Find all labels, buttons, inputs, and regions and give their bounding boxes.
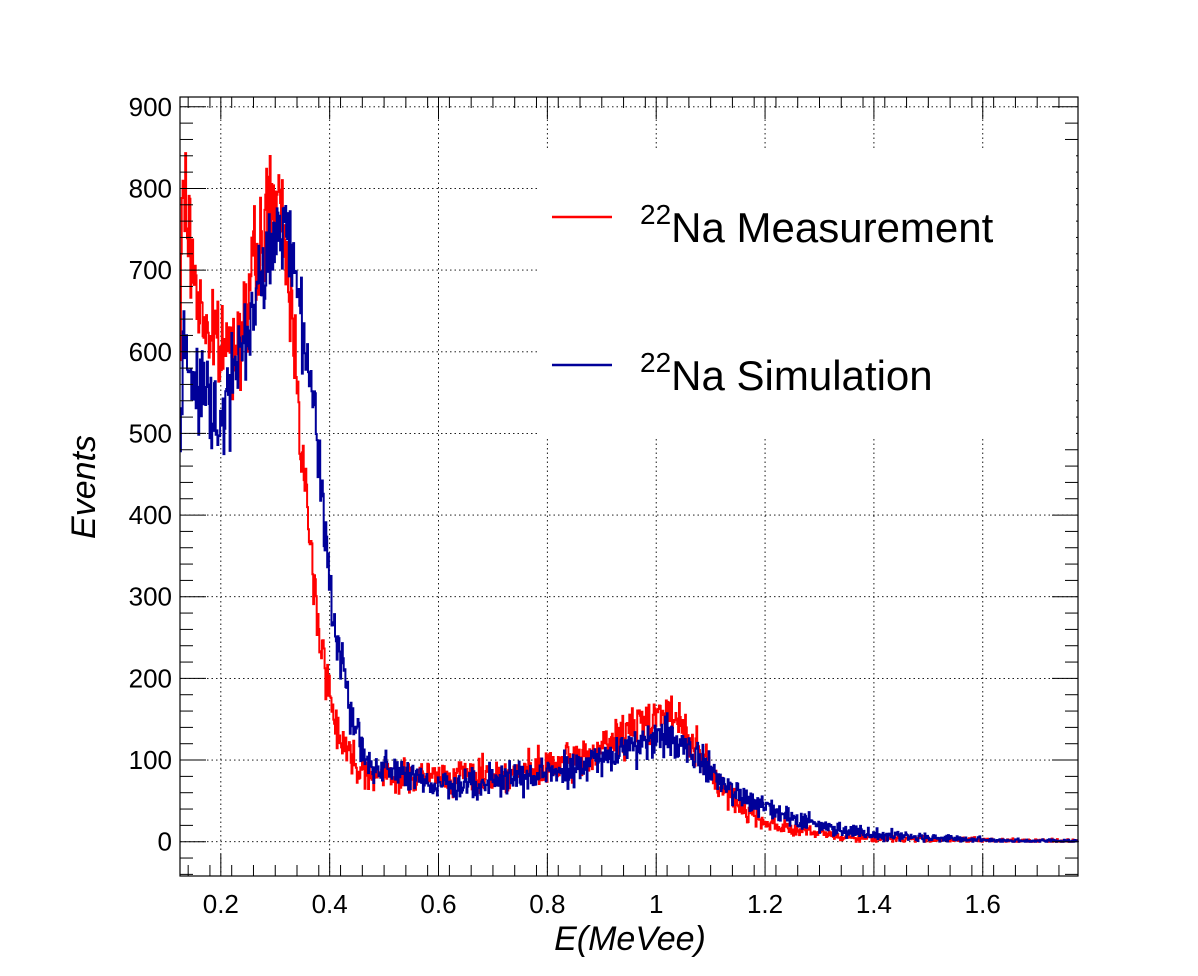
- plot-frame: [179, 96, 1079, 877]
- legend-isotope-superscript: 22: [640, 347, 671, 378]
- x-tick-label: 1.2: [747, 889, 783, 919]
- y-tick-label: 500: [129, 418, 172, 448]
- x-tick-label: 0.8: [529, 889, 565, 919]
- x-tick-label: 1.4: [856, 889, 892, 919]
- tick-labels: 0.2 0.4 0.6 0.8 1 1.2 1.4 1.6 0 100 200 300 400 500 60…: [129, 92, 1001, 919]
- legend-series-name: Na Simulation: [671, 352, 932, 399]
- y-tick-label: 600: [129, 337, 172, 367]
- y-tick-label: 200: [129, 663, 172, 693]
- series-layer: [179, 152, 1079, 843]
- legend-isotope-superscript: 22: [640, 199, 671, 230]
- y-tick-label: 700: [129, 255, 172, 285]
- y-tick-label: 300: [129, 582, 172, 612]
- y-axis-label: Events: [65, 435, 103, 539]
- y-tick-label: 800: [129, 173, 172, 203]
- y-tick-label: 100: [129, 745, 172, 775]
- x-tick-label: 1.6: [965, 889, 1001, 919]
- series-line-measurement: [179, 152, 1079, 843]
- legend-entry: 22Na Measurement: [640, 199, 994, 251]
- y-tick-label: 400: [129, 500, 172, 530]
- y-tick-label: 900: [129, 92, 172, 122]
- series-line-simulation: [179, 205, 1079, 843]
- x-axis-label: E(MeVee): [554, 920, 706, 958]
- x-tick-label: 0.6: [420, 889, 456, 919]
- legend-box: [540, 148, 1076, 436]
- x-tick-label: 0.2: [203, 889, 239, 919]
- legend-series-name: Na Measurement: [671, 204, 993, 251]
- y-tick-label: 0: [158, 827, 172, 857]
- x-tick-label: 0.4: [312, 889, 348, 919]
- legend-entry: 22Na Simulation: [640, 347, 933, 399]
- x-tick-label: 1: [649, 889, 663, 919]
